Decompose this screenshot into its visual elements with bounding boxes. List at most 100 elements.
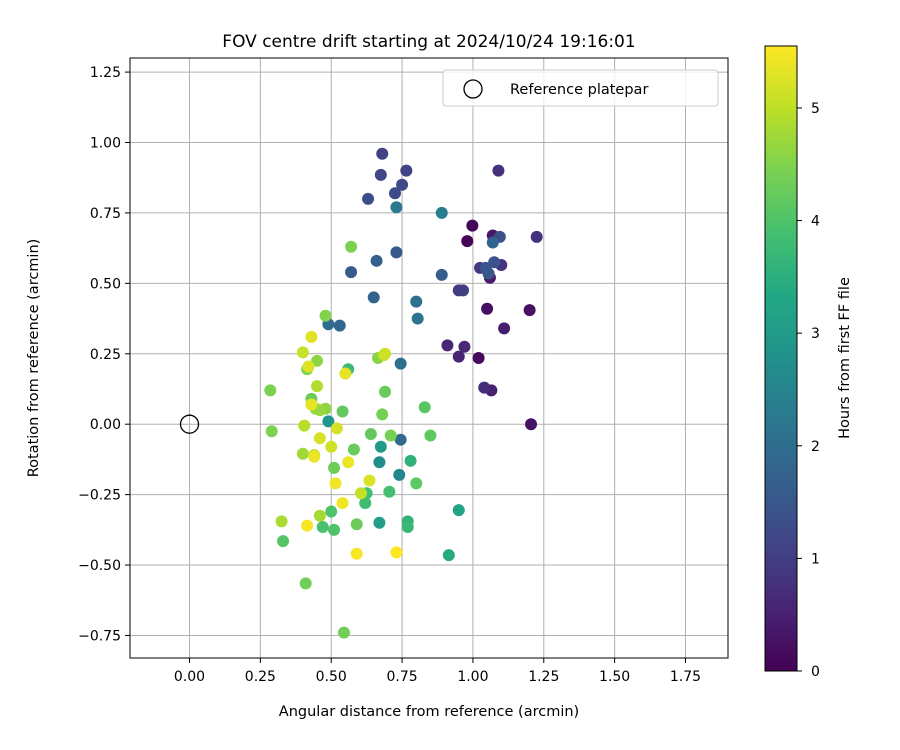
data-point xyxy=(363,474,376,487)
colorbar-tick-label: 2 xyxy=(811,439,820,455)
data-point xyxy=(525,418,538,431)
x-tick-label: 1.25 xyxy=(528,669,559,685)
data-point xyxy=(345,266,358,279)
data-point xyxy=(305,398,318,411)
data-point xyxy=(330,422,343,435)
data-point xyxy=(401,521,414,534)
data-point xyxy=(316,521,329,534)
data-point xyxy=(410,477,423,490)
data-point xyxy=(333,319,346,332)
x-tick-label: 1.75 xyxy=(670,669,701,685)
data-point xyxy=(379,347,392,360)
y-tick-label: −0.50 xyxy=(78,558,121,574)
legend: Reference platepar xyxy=(442,69,719,107)
data-point xyxy=(394,433,407,446)
data-point xyxy=(345,240,358,253)
data-point xyxy=(390,546,403,559)
data-point xyxy=(486,236,499,249)
data-point xyxy=(523,304,536,317)
data-point xyxy=(336,497,349,510)
data-point xyxy=(311,354,324,367)
y-axis-label: Rotation from reference (arcmin) xyxy=(26,239,42,478)
data-point xyxy=(342,456,355,469)
data-point xyxy=(441,339,454,352)
data-point xyxy=(264,384,277,397)
data-point xyxy=(308,450,321,463)
data-point xyxy=(393,468,406,481)
data-point xyxy=(466,219,479,232)
data-point xyxy=(301,519,314,532)
data-point xyxy=(379,385,392,398)
data-point xyxy=(364,428,377,441)
x-tick-label: 1.00 xyxy=(457,669,488,685)
colorbar: 0 1 2 3 4 5 Hours from first FF file xyxy=(764,45,853,680)
data-point xyxy=(367,291,380,304)
data-point xyxy=(498,322,511,335)
data-points xyxy=(264,147,543,639)
data-point xyxy=(458,340,471,353)
x-axis-label: Angular distance from reference (arcmin) xyxy=(279,704,579,720)
data-point xyxy=(350,518,363,531)
colorbar-tick-label: 3 xyxy=(811,326,820,342)
data-point xyxy=(481,302,494,315)
data-point xyxy=(298,419,311,432)
x-tick-label: 0.50 xyxy=(316,669,347,685)
data-point xyxy=(337,626,350,639)
colorbar-tick-label: 1 xyxy=(811,551,820,567)
chart-title: FOV centre drift starting at 2024/10/24 … xyxy=(222,32,635,52)
data-point xyxy=(359,497,372,510)
data-point xyxy=(424,429,437,442)
legend-entry: Reference platepar xyxy=(510,82,648,98)
data-point xyxy=(313,509,326,522)
data-point xyxy=(265,425,278,438)
x-tick-label: 1.50 xyxy=(599,669,630,685)
grid-lines xyxy=(130,58,728,658)
data-point xyxy=(305,330,318,343)
legend-box xyxy=(442,69,719,107)
x-tick-label: 0.00 xyxy=(174,669,205,685)
data-point xyxy=(329,477,342,490)
colorbar-ticks: 0 1 2 3 4 5 xyxy=(797,101,820,680)
data-point xyxy=(390,246,403,259)
data-point xyxy=(418,401,431,414)
data-point xyxy=(478,381,491,394)
data-point xyxy=(435,268,448,281)
data-point xyxy=(325,440,338,453)
data-point xyxy=(388,187,401,200)
data-point xyxy=(492,164,505,177)
x-tick-label: 0.25 xyxy=(245,669,276,685)
data-point xyxy=(435,206,448,219)
data-point xyxy=(530,230,543,243)
data-point xyxy=(319,309,332,322)
data-point xyxy=(299,577,312,590)
data-point xyxy=(373,516,386,529)
data-point xyxy=(347,443,360,456)
colorbar-tick-label: 0 xyxy=(811,664,820,680)
data-point xyxy=(411,312,424,325)
data-point xyxy=(376,408,389,421)
data-point xyxy=(350,547,363,560)
y-tick-label: 1.25 xyxy=(90,65,121,81)
data-point xyxy=(452,504,465,517)
y-tick-label: 1.00 xyxy=(90,136,121,152)
data-point xyxy=(374,168,387,181)
x-axis-ticks: 0.00 0.25 0.50 0.75 1.00 1.25 1.50 1.75 xyxy=(174,658,701,685)
colorbar-gradient xyxy=(764,45,798,672)
data-point xyxy=(400,164,413,177)
data-point xyxy=(296,346,309,359)
data-point xyxy=(325,505,338,518)
y-tick-label: 0.75 xyxy=(90,206,121,222)
legend-marker xyxy=(463,79,483,99)
data-point xyxy=(296,447,309,460)
data-point xyxy=(383,485,396,498)
data-point xyxy=(370,254,383,267)
data-point xyxy=(275,515,288,528)
data-point xyxy=(362,192,375,205)
y-tick-label: 0.00 xyxy=(90,417,121,433)
data-point xyxy=(302,360,315,373)
data-point xyxy=(457,284,470,297)
colorbar-tick-label: 4 xyxy=(811,214,820,230)
data-point xyxy=(404,454,417,467)
data-point xyxy=(384,429,397,442)
